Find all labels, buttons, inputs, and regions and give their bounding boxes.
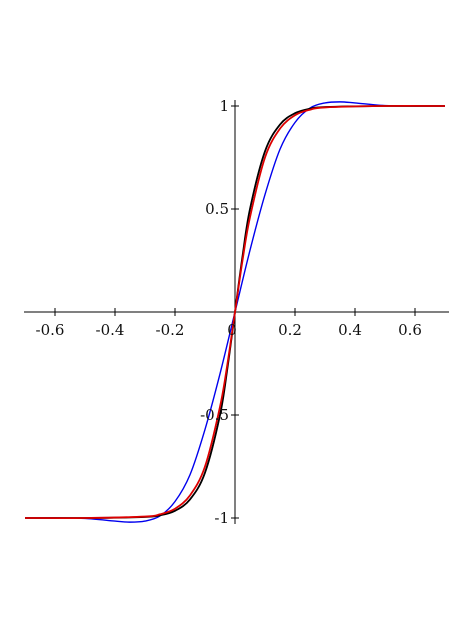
curves [24, 101, 446, 523]
x-tick-label: 0.2 [278, 321, 302, 339]
x-tick-label: -0.2 [156, 321, 185, 339]
x-tick-label: 0.4 [338, 321, 362, 339]
y-tick-label: -0.5 [200, 406, 229, 424]
y-tick-label: -1 [214, 509, 229, 527]
series-line-2 [24, 104, 446, 520]
x-tick-label: 0.6 [398, 321, 422, 339]
x-tick-label: 0 [227, 321, 237, 339]
x-tick-label: -0.4 [96, 321, 125, 339]
y-tick-label: 0.5 [205, 200, 229, 218]
y-tick-label: 1 [219, 97, 229, 115]
axes [24, 100, 449, 524]
x-tick-label: -0.6 [36, 321, 65, 339]
tick-labels: -0.6 -0.4 -0.2 0 0.2 0.4 0.6 1 0.5 -0.5 -1 [36, 97, 422, 527]
